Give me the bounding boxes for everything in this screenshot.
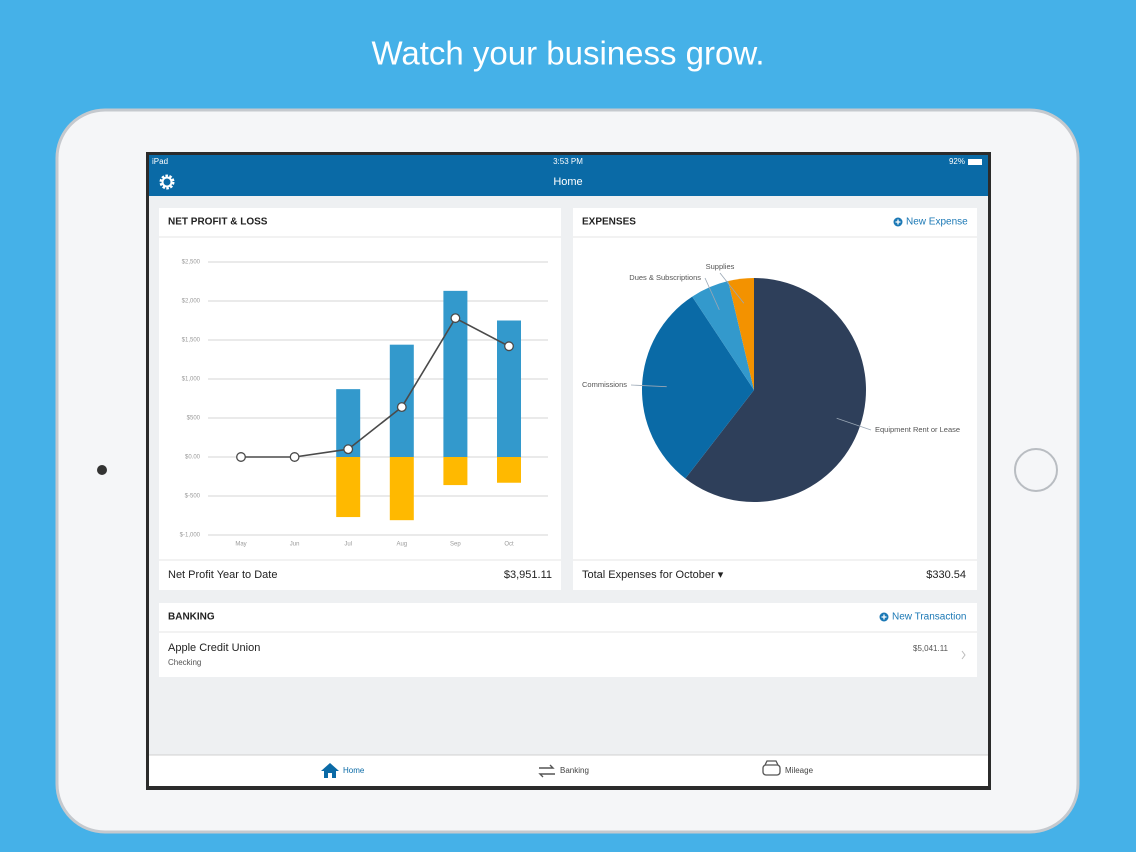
slice-label: Equipment Rent or Lease <box>875 425 960 434</box>
account-name: Apple Credit Union <box>168 642 260 654</box>
card-title: NET PROFIT & LOSS <box>168 217 268 228</box>
banking-card <box>159 603 977 677</box>
profit-chart: $-1,000 $-500 $0.00 $500 $1,000 $1,500 $2,000 $… <box>180 260 548 548</box>
headline: Watch your business grow. <box>371 35 764 72</box>
account-balance: $5,041.11 <box>913 644 949 653</box>
home-icon <box>321 763 339 778</box>
x-tick-label: Aug <box>396 542 407 548</box>
y-tick-label: $1,500 <box>182 338 201 344</box>
x-tick-label: Oct <box>504 542 514 548</box>
line <box>241 317 510 458</box>
camera <box>97 465 107 475</box>
tab-mileage[interactable]: Mileage <box>762 760 814 776</box>
slice-label: Dues & Subscriptions <box>629 273 701 282</box>
new-transaction[interactable]: New Transaction <box>892 612 966 623</box>
card-title: EXPENSES <box>582 217 636 228</box>
x-tick-label: Jun <box>290 542 300 548</box>
bar <box>336 457 361 518</box>
line-point <box>343 444 354 455</box>
account-type: Checking <box>168 658 201 667</box>
nav-bar <box>149 155 988 196</box>
tab-label: Banking <box>560 766 589 775</box>
line-point <box>504 341 514 352</box>
bar <box>389 344 414 457</box>
bar <box>443 457 468 486</box>
pie-slice <box>642 296 754 479</box>
gear-ring <box>161 176 173 188</box>
leader-line <box>836 417 872 431</box>
bar <box>497 457 521 483</box>
chevron <box>961 650 966 660</box>
slice-label: Supplies <box>706 262 735 271</box>
y-tick-label: $-500 <box>185 494 201 500</box>
new-expense[interactable]: New Expense <box>906 217 968 228</box>
battery: 92% <box>949 157 965 166</box>
bar <box>389 457 414 521</box>
line-point <box>289 452 300 462</box>
car-icon <box>762 764 781 776</box>
account-row[interactable]: Apple Credit Union Checking $5,041.11 <box>168 642 966 667</box>
carrier: iPad <box>152 157 168 166</box>
plus-sign <box>895 219 901 225</box>
x-tick-label: Jul <box>344 542 352 548</box>
footer-label[interactable]: Total Expenses for October ▾ <box>582 569 724 581</box>
footer-value: $3,951.11 <box>504 569 552 581</box>
pie-chart: Equipment Rent or Lease Commissions Dues &… <box>582 262 960 502</box>
y-tick-label: $2,000 <box>182 299 201 305</box>
x-tick-label: May <box>235 542 246 548</box>
y-tick-label: $500 <box>187 416 201 422</box>
x-tick-label: Sep <box>450 542 461 548</box>
footer-label: Net Profit Year to Date <box>168 569 277 581</box>
nav-title: Home <box>553 176 582 188</box>
line-point <box>396 402 407 413</box>
y-tick-label: $-1,000 <box>180 533 201 539</box>
battery-icon <box>968 159 982 165</box>
banking-icon <box>538 764 555 778</box>
gear-teeth <box>159 174 175 190</box>
tab-home[interactable]: Home <box>321 763 365 778</box>
card-title: BANKING <box>168 612 215 623</box>
car-roof <box>764 760 779 766</box>
pie-slice <box>685 278 866 502</box>
y-tick-label: $2,500 <box>182 260 201 266</box>
y-tick-label: $1,000 <box>182 377 201 383</box>
y-tick-label: $0.00 <box>185 455 201 461</box>
settings-icon[interactable] <box>159 174 175 190</box>
line-point <box>236 452 246 462</box>
leader-line <box>719 272 745 304</box>
leader-line <box>630 384 667 388</box>
pie-slice <box>728 278 754 390</box>
plus-sign <box>881 614 887 620</box>
line-point <box>450 313 461 324</box>
home-button[interactable] <box>1014 448 1058 492</box>
tab-label: Home <box>343 766 365 775</box>
footer-value: $330.54 <box>926 569 966 581</box>
tab-label: Mileage <box>785 766 814 775</box>
tab-banking[interactable]: Banking <box>538 764 589 778</box>
leader-line <box>704 277 720 310</box>
slice-label: Commissions <box>582 380 627 389</box>
pie-slice <box>692 281 754 390</box>
time: 3:53 PM <box>553 157 583 166</box>
tab-bar <box>149 755 988 786</box>
